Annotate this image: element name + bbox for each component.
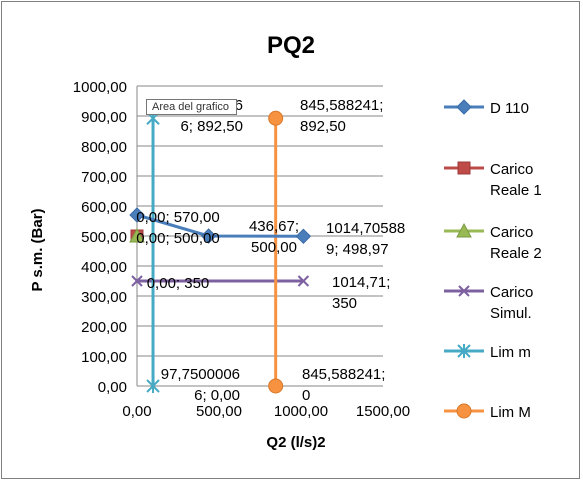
x-tick-label: 500,00 bbox=[196, 403, 242, 420]
y-tick-label: 400,00 bbox=[81, 259, 127, 276]
x-tick-label: 1000,00 bbox=[274, 403, 328, 420]
legend-label: Lim m bbox=[490, 344, 531, 361]
data-label: 9; 498,97 bbox=[326, 241, 389, 258]
y-tick-label: 0,00 bbox=[98, 379, 127, 396]
legend-item: Carico Reale 1 bbox=[444, 161, 542, 199]
y-axis-label: P s.m. (Bar) bbox=[29, 208, 46, 291]
legend: D 110 Carico Reale 1 Carico Reale 2 Carico Sim… bbox=[444, 99, 542, 421]
data-point bbox=[297, 275, 310, 287]
series-d-110 bbox=[129, 207, 312, 245]
x-tick-label: 0,00 bbox=[122, 403, 151, 420]
data-label: 1014,70588 bbox=[326, 220, 405, 237]
data-point bbox=[200, 228, 217, 244]
y-tick-label: 200,00 bbox=[81, 319, 127, 336]
y-tick-label: 100,00 bbox=[81, 349, 127, 366]
data-label: 845,588241; bbox=[302, 366, 385, 383]
data-label: 6; 892,50 bbox=[180, 118, 243, 135]
legend-item: Carico Simul. bbox=[444, 284, 533, 322]
legend-marker bbox=[456, 222, 472, 238]
data-label: 1014,71; bbox=[332, 274, 390, 291]
legend-marker bbox=[456, 403, 472, 419]
legend-marker bbox=[457, 344, 471, 358]
data-label: 350 bbox=[332, 295, 357, 312]
chart-area-tooltip: Area del grafico bbox=[146, 99, 237, 115]
y-tick-label: 700,00 bbox=[81, 169, 127, 186]
y-tick-label: 800,00 bbox=[81, 139, 127, 156]
data-point bbox=[295, 228, 312, 245]
legend-marker bbox=[456, 99, 472, 115]
data-label: 97,7500006 bbox=[161, 366, 240, 383]
x-tick-labels: 0,00 500,00 1000,00 1500,00 bbox=[122, 403, 410, 420]
data-label: 845,588241; bbox=[300, 97, 383, 114]
series-lim-m bbox=[146, 111, 160, 393]
y-tick-label: 900,00 bbox=[81, 109, 127, 126]
legend-label: Lim M bbox=[490, 404, 531, 421]
y-tick-labels: 0,00 100,00 200,00 300,00 400,00 500,00 600,00… bbox=[73, 79, 127, 396]
data-point bbox=[268, 378, 284, 394]
data-point bbox=[129, 207, 145, 223]
legend-label: Reale 2 bbox=[490, 245, 542, 262]
legend-marker bbox=[458, 285, 470, 297]
legend-marker bbox=[457, 161, 471, 175]
legend-item: D 110 bbox=[444, 99, 529, 117]
x-axis-label: Q2 (l/s)2 bbox=[266, 434, 325, 451]
legend-label: D 110 bbox=[490, 100, 529, 117]
grid bbox=[136, 85, 383, 387]
y-tick-label: 500,00 bbox=[81, 229, 127, 246]
data-label: 892,50 bbox=[300, 118, 346, 135]
y-tick-label: 1000,00 bbox=[73, 79, 127, 96]
y-tick-label: 600,00 bbox=[81, 199, 127, 216]
data-label: 500,00 bbox=[251, 239, 297, 256]
legend-label: Carico bbox=[490, 224, 533, 241]
data-label: 0,00; 570,00 bbox=[136, 209, 219, 226]
legend-item: Carico Reale 2 bbox=[444, 222, 542, 262]
legend-item: Lim M bbox=[444, 403, 531, 421]
data-label: 0,00; 500,00 bbox=[136, 230, 219, 247]
data-label: 0,00; 350 bbox=[147, 275, 210, 292]
data-label: 0 bbox=[302, 387, 310, 404]
legend-label: Carico bbox=[490, 284, 533, 301]
legend-item: Lim m bbox=[444, 344, 531, 361]
legend-label: Carico bbox=[490, 161, 533, 178]
data-point bbox=[268, 110, 284, 126]
legend-label: Simul. bbox=[490, 305, 532, 322]
series-lim-m bbox=[268, 110, 284, 394]
series-carico-reale-2 bbox=[129, 227, 145, 243]
data-point bbox=[146, 379, 160, 393]
legend-label: Reale 1 bbox=[490, 182, 542, 199]
plot-series bbox=[129, 110, 312, 394]
data-labels: 0,00; 570,00 436,67; 500,00 1014,70588 9; 49… bbox=[136, 97, 405, 404]
data-point bbox=[129, 227, 145, 243]
chart-title: PQ2 bbox=[267, 32, 315, 59]
data-label: 6; 0,00 bbox=[194, 387, 240, 404]
x-tick-label: 1500,00 bbox=[356, 403, 410, 420]
y-tick-label: 300,00 bbox=[81, 289, 127, 306]
data-label: 436,67; bbox=[249, 218, 299, 235]
data-point bbox=[131, 275, 143, 287]
